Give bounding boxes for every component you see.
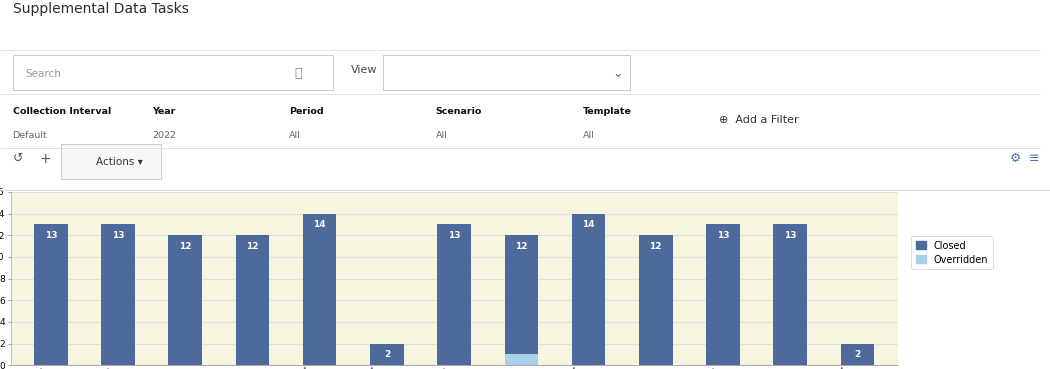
Text: 13: 13 <box>111 231 124 240</box>
Bar <box>774 224 807 365</box>
Text: 2022: 2022 <box>152 131 176 140</box>
Text: 12: 12 <box>178 242 191 251</box>
Text: ⚙: ⚙ <box>1010 152 1022 165</box>
Bar <box>101 224 134 365</box>
Text: 12: 12 <box>516 242 527 251</box>
Bar <box>302 214 336 365</box>
Text: Default: Default <box>13 131 47 140</box>
Bar <box>505 235 539 365</box>
Text: Actions ▾: Actions ▾ <box>96 157 143 167</box>
Text: ⊕  Add a Filter: ⊕ Add a Filter <box>719 115 799 125</box>
Bar <box>370 344 403 365</box>
Text: 1: 1 <box>519 344 524 354</box>
Text: 2: 2 <box>384 350 390 359</box>
Bar <box>34 224 67 365</box>
Text: Year: Year <box>152 107 175 116</box>
Text: All: All <box>583 131 594 140</box>
Text: ⌄: ⌄ <box>613 67 624 80</box>
Legend: Closed, Overridden: Closed, Overridden <box>911 236 993 269</box>
Bar <box>437 224 471 365</box>
Text: View: View <box>351 65 377 75</box>
Text: Supplemental Data Tasks: Supplemental Data Tasks <box>13 2 189 16</box>
Text: 12: 12 <box>650 242 662 251</box>
Text: All: All <box>289 131 300 140</box>
Bar <box>168 235 202 365</box>
Text: Period: Period <box>289 107 323 116</box>
Bar <box>505 355 539 365</box>
Text: 13: 13 <box>717 231 730 240</box>
Bar <box>841 344 875 365</box>
Text: 2: 2 <box>855 350 861 359</box>
Text: ≡: ≡ <box>1029 152 1040 165</box>
Text: All: All <box>436 131 447 140</box>
Text: ⌕: ⌕ <box>294 67 302 80</box>
Bar <box>639 235 673 365</box>
Bar <box>707 224 740 365</box>
Text: 12: 12 <box>247 242 258 251</box>
Text: Collection Interval: Collection Interval <box>13 107 111 116</box>
Text: ↺: ↺ <box>13 152 23 165</box>
Text: 13: 13 <box>448 231 460 240</box>
Text: Scenario: Scenario <box>436 107 482 116</box>
Text: Template: Template <box>583 107 632 116</box>
Text: +: + <box>40 152 51 166</box>
Text: 13: 13 <box>44 231 57 240</box>
Bar <box>235 235 269 365</box>
Text: 13: 13 <box>784 231 797 240</box>
Text: Search: Search <box>25 69 61 79</box>
Text: 14: 14 <box>313 220 326 229</box>
Text: 14: 14 <box>583 220 595 229</box>
Bar <box>572 214 606 365</box>
